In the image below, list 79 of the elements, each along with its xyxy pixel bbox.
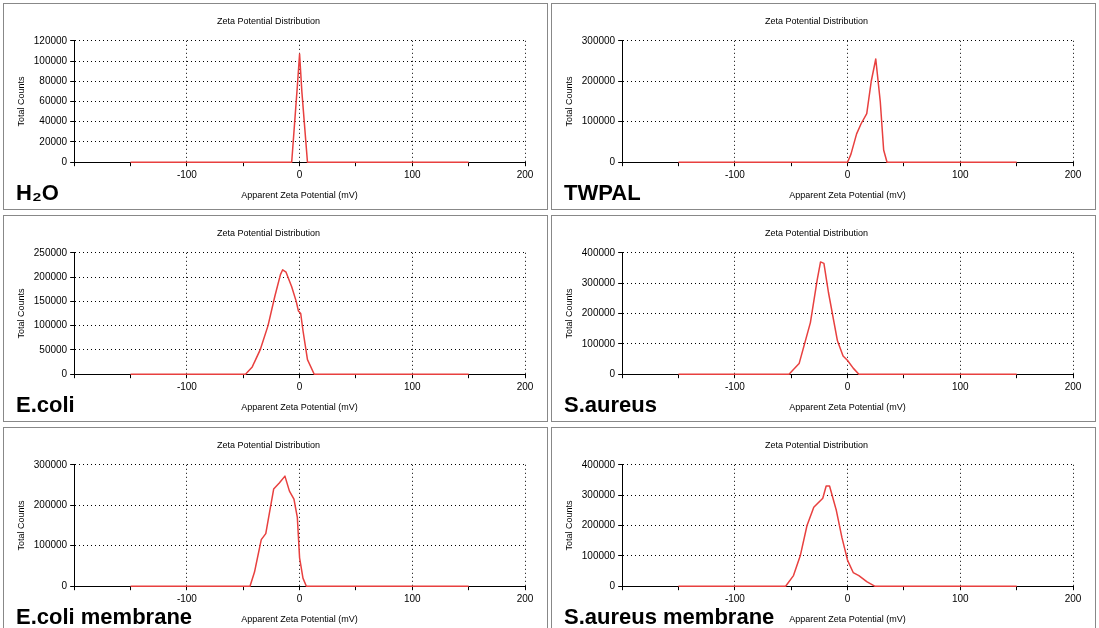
y-tick-label: 250000	[33, 246, 68, 258]
x-tick-label: 0	[296, 380, 303, 392]
x-tick-label: 0	[296, 168, 303, 180]
y-tick-label: 200000	[33, 499, 68, 511]
text: E.coli membrane	[16, 604, 193, 628]
text: TWPAL	[564, 180, 641, 206]
x-tick-label: 0	[844, 168, 851, 180]
x-tick-label: -100	[176, 380, 198, 392]
y-tick-label: 300000	[581, 488, 616, 500]
x-tick-label: 100	[403, 168, 422, 180]
x-tick-label: 200	[516, 380, 534, 392]
x-tick-label: 100	[403, 592, 422, 604]
y-tick-label: 150000	[33, 295, 68, 307]
text: S.aureus	[564, 392, 657, 418]
y-axis-title: Total Counts	[15, 499, 26, 551]
y-tick-label: 120000	[33, 34, 68, 46]
x-tick-label: 100	[951, 380, 970, 392]
y-tick-label: 400000	[581, 246, 616, 258]
x-tick-label: 0	[844, 592, 851, 604]
text: S.aureus membrane	[564, 604, 775, 628]
y-tick-label: 0	[609, 579, 616, 591]
y-tick-label: 200000	[581, 307, 616, 319]
y-tick-label: 200000	[33, 270, 68, 282]
chart-title: Zeta Potential Distribution	[216, 15, 321, 26]
chart-title: Zeta Potential Distribution	[764, 439, 869, 450]
x-tick-label: -100	[724, 592, 746, 604]
y-axis-title: Total Counts	[15, 287, 26, 339]
x-axis-title: Apparent Zeta Potential (mV)	[789, 614, 906, 625]
x-tick-label: -100	[724, 168, 746, 180]
y-tick-label: 200000	[581, 519, 616, 531]
chart-title: Zeta Potential Distribution	[764, 227, 869, 238]
x-tick-label: 100	[951, 168, 970, 180]
x-tick-label: -100	[724, 380, 746, 392]
x-tick-label: -100	[176, 168, 198, 180]
y-tick-label: 0	[609, 155, 616, 167]
y-tick-label: 0	[609, 367, 616, 379]
y-tick-label: 200000	[581, 75, 616, 87]
y-axis-title: Total Counts	[15, 75, 26, 127]
y-tick-label: 300000	[33, 458, 68, 470]
y-tick-label: 100000	[581, 115, 616, 127]
x-axis-title: Apparent Zeta Potential (mV)	[789, 402, 906, 413]
y-tick-label: 60000	[39, 95, 68, 107]
chart-title: Zeta Potential Distribution	[216, 439, 321, 450]
y-tick-label: 100000	[33, 539, 68, 551]
chart-title: Zeta Potential Distribution	[764, 15, 869, 26]
x-tick-label: 200	[516, 168, 534, 180]
x-tick-label: 0	[296, 592, 303, 604]
y-tick-label: 0	[61, 579, 68, 591]
y-tick-label: 100000	[581, 337, 616, 349]
chart-title: Zeta Potential Distribution	[216, 227, 321, 238]
x-tick-label: 100	[403, 380, 422, 392]
x-tick-label: 0	[844, 380, 851, 392]
y-axis-title: Total Counts	[563, 287, 574, 339]
y-tick-label: 0	[61, 367, 68, 379]
x-tick-label: -100	[176, 592, 198, 604]
y-tick-label: 300000	[581, 34, 616, 46]
x-axis-title: Apparent Zeta Potential (mV)	[789, 190, 906, 201]
y-axis-title: Total Counts	[563, 499, 574, 551]
y-tick-label: 20000	[39, 135, 68, 147]
x-axis-title: Apparent Zeta Potential (mV)	[241, 402, 358, 413]
x-tick-label: 100	[951, 592, 970, 604]
y-tick-label: 100000	[581, 549, 616, 561]
text: E.coli	[16, 392, 75, 418]
x-tick-label: 200	[1064, 592, 1082, 604]
text: H₂O	[16, 180, 59, 206]
y-tick-label: 400000	[581, 458, 616, 470]
x-tick-label: 200	[1064, 380, 1082, 392]
x-axis-title: Apparent Zeta Potential (mV)	[241, 614, 358, 625]
x-tick-label: 200	[516, 592, 534, 604]
y-tick-label: 40000	[39, 115, 68, 127]
x-axis-title: Apparent Zeta Potential (mV)	[241, 190, 358, 201]
y-tick-label: 50000	[39, 343, 68, 355]
x-tick-label: 200	[1064, 168, 1082, 180]
y-tick-label: 100000	[33, 319, 68, 331]
y-tick-label: 100000	[33, 54, 68, 66]
y-tick-label: 0	[61, 155, 68, 167]
y-tick-label: 80000	[39, 75, 68, 87]
y-axis-title: Total Counts	[563, 75, 574, 127]
y-tick-label: 300000	[581, 276, 616, 288]
